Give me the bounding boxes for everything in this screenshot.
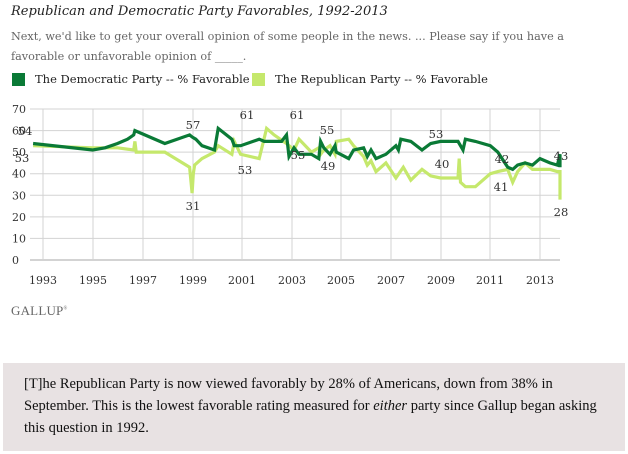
quote-text: [T]he Republican Party is now viewed fav… — [24, 373, 609, 439]
legend-item-democratic: The Democratic Party -- % Favorable — [12, 72, 250, 86]
data-label: 31 — [186, 199, 201, 213]
y-tick-label: 40 — [12, 168, 26, 181]
line-chart: 0 10 20 30 40 50 60 70 1993 1995 1997 1999 2001 2003… — [12, 103, 569, 287]
data-label: 57 — [186, 118, 201, 132]
data-labels: 54 53 57 31 61 53 61 55 55 49 53 40 42 41 43 28 — [15, 108, 569, 219]
x-axis-ticks: 1993 1995 1997 1999 2001 2003 2005 2007 2009 2011… — [29, 274, 554, 287]
quote-box: [T]he Republican Party is now viewed fav… — [3, 363, 625, 451]
x-tick-label: 2013 — [526, 274, 554, 287]
x-tick-label: 2007 — [377, 274, 405, 287]
x-tick-label: 2011 — [476, 274, 504, 287]
data-label: 41 — [494, 180, 509, 194]
x-tick-label: 1995 — [79, 274, 107, 287]
legend-item-republican: The Republican Party -- % Favorable — [252, 72, 488, 86]
y-tick-label: 0 — [12, 254, 19, 267]
chart-title: Republican and Democratic Party Favorabl… — [11, 4, 388, 19]
data-label: 43 — [554, 149, 569, 163]
legend-swatch-republican — [252, 72, 265, 86]
legend-swatch-democratic — [12, 72, 25, 86]
y-tick-label: 70 — [12, 103, 26, 116]
democratic-line — [32, 125, 562, 172]
data-label: 53 — [15, 151, 30, 165]
x-tick-label: 2001 — [228, 274, 256, 287]
quote-emphasis: either — [373, 398, 408, 414]
legend-label-republican: The Republican Party -- % Favorable — [275, 72, 488, 86]
data-label: 53 — [429, 127, 444, 141]
data-label: 55 — [320, 123, 335, 137]
x-tick-label: 2005 — [327, 274, 355, 287]
y-axis-ticks: 0 10 20 30 40 50 60 70 — [12, 103, 26, 267]
y-tick-label: 10 — [12, 232, 26, 245]
series-lines — [32, 125, 562, 200]
republican-line — [33, 125, 562, 200]
data-label: 55 — [291, 148, 306, 162]
y-tick-label: 60 — [12, 125, 26, 138]
data-label: 28 — [554, 205, 569, 219]
quote-part1: [T]he Republican Party is now viewed fav… — [24, 376, 553, 414]
y-tick-label: 20 — [12, 211, 26, 224]
y-tick-label: 30 — [12, 189, 26, 202]
source-logo: GALLUP® — [11, 303, 67, 319]
source-text: GALLUP — [11, 303, 64, 318]
x-tick-label: 2009 — [427, 274, 455, 287]
data-label: 42 — [495, 152, 510, 166]
x-tick-label: 2003 — [278, 274, 306, 287]
data-label: 53 — [238, 163, 253, 177]
x-tick-label: 1997 — [129, 274, 157, 287]
data-label: 54 — [18, 124, 33, 138]
grid — [30, 108, 560, 261]
data-label: 61 — [240, 108, 255, 122]
registered-mark: ® — [63, 306, 68, 312]
quote-part2: party since Gallup began asking this que… — [24, 398, 597, 436]
x-tick-label: 1999 — [179, 274, 207, 287]
y-tick-label: 50 — [12, 146, 26, 159]
data-label: 61 — [290, 108, 305, 122]
x-tick-label: 1993 — [29, 274, 57, 287]
data-label: 40 — [435, 157, 450, 171]
data-label: 49 — [321, 159, 336, 173]
legend-label-democratic: The Democratic Party -- % Favorable — [35, 72, 250, 86]
chart-subtitle: Next, we'd like to get your overall opin… — [11, 30, 564, 63]
